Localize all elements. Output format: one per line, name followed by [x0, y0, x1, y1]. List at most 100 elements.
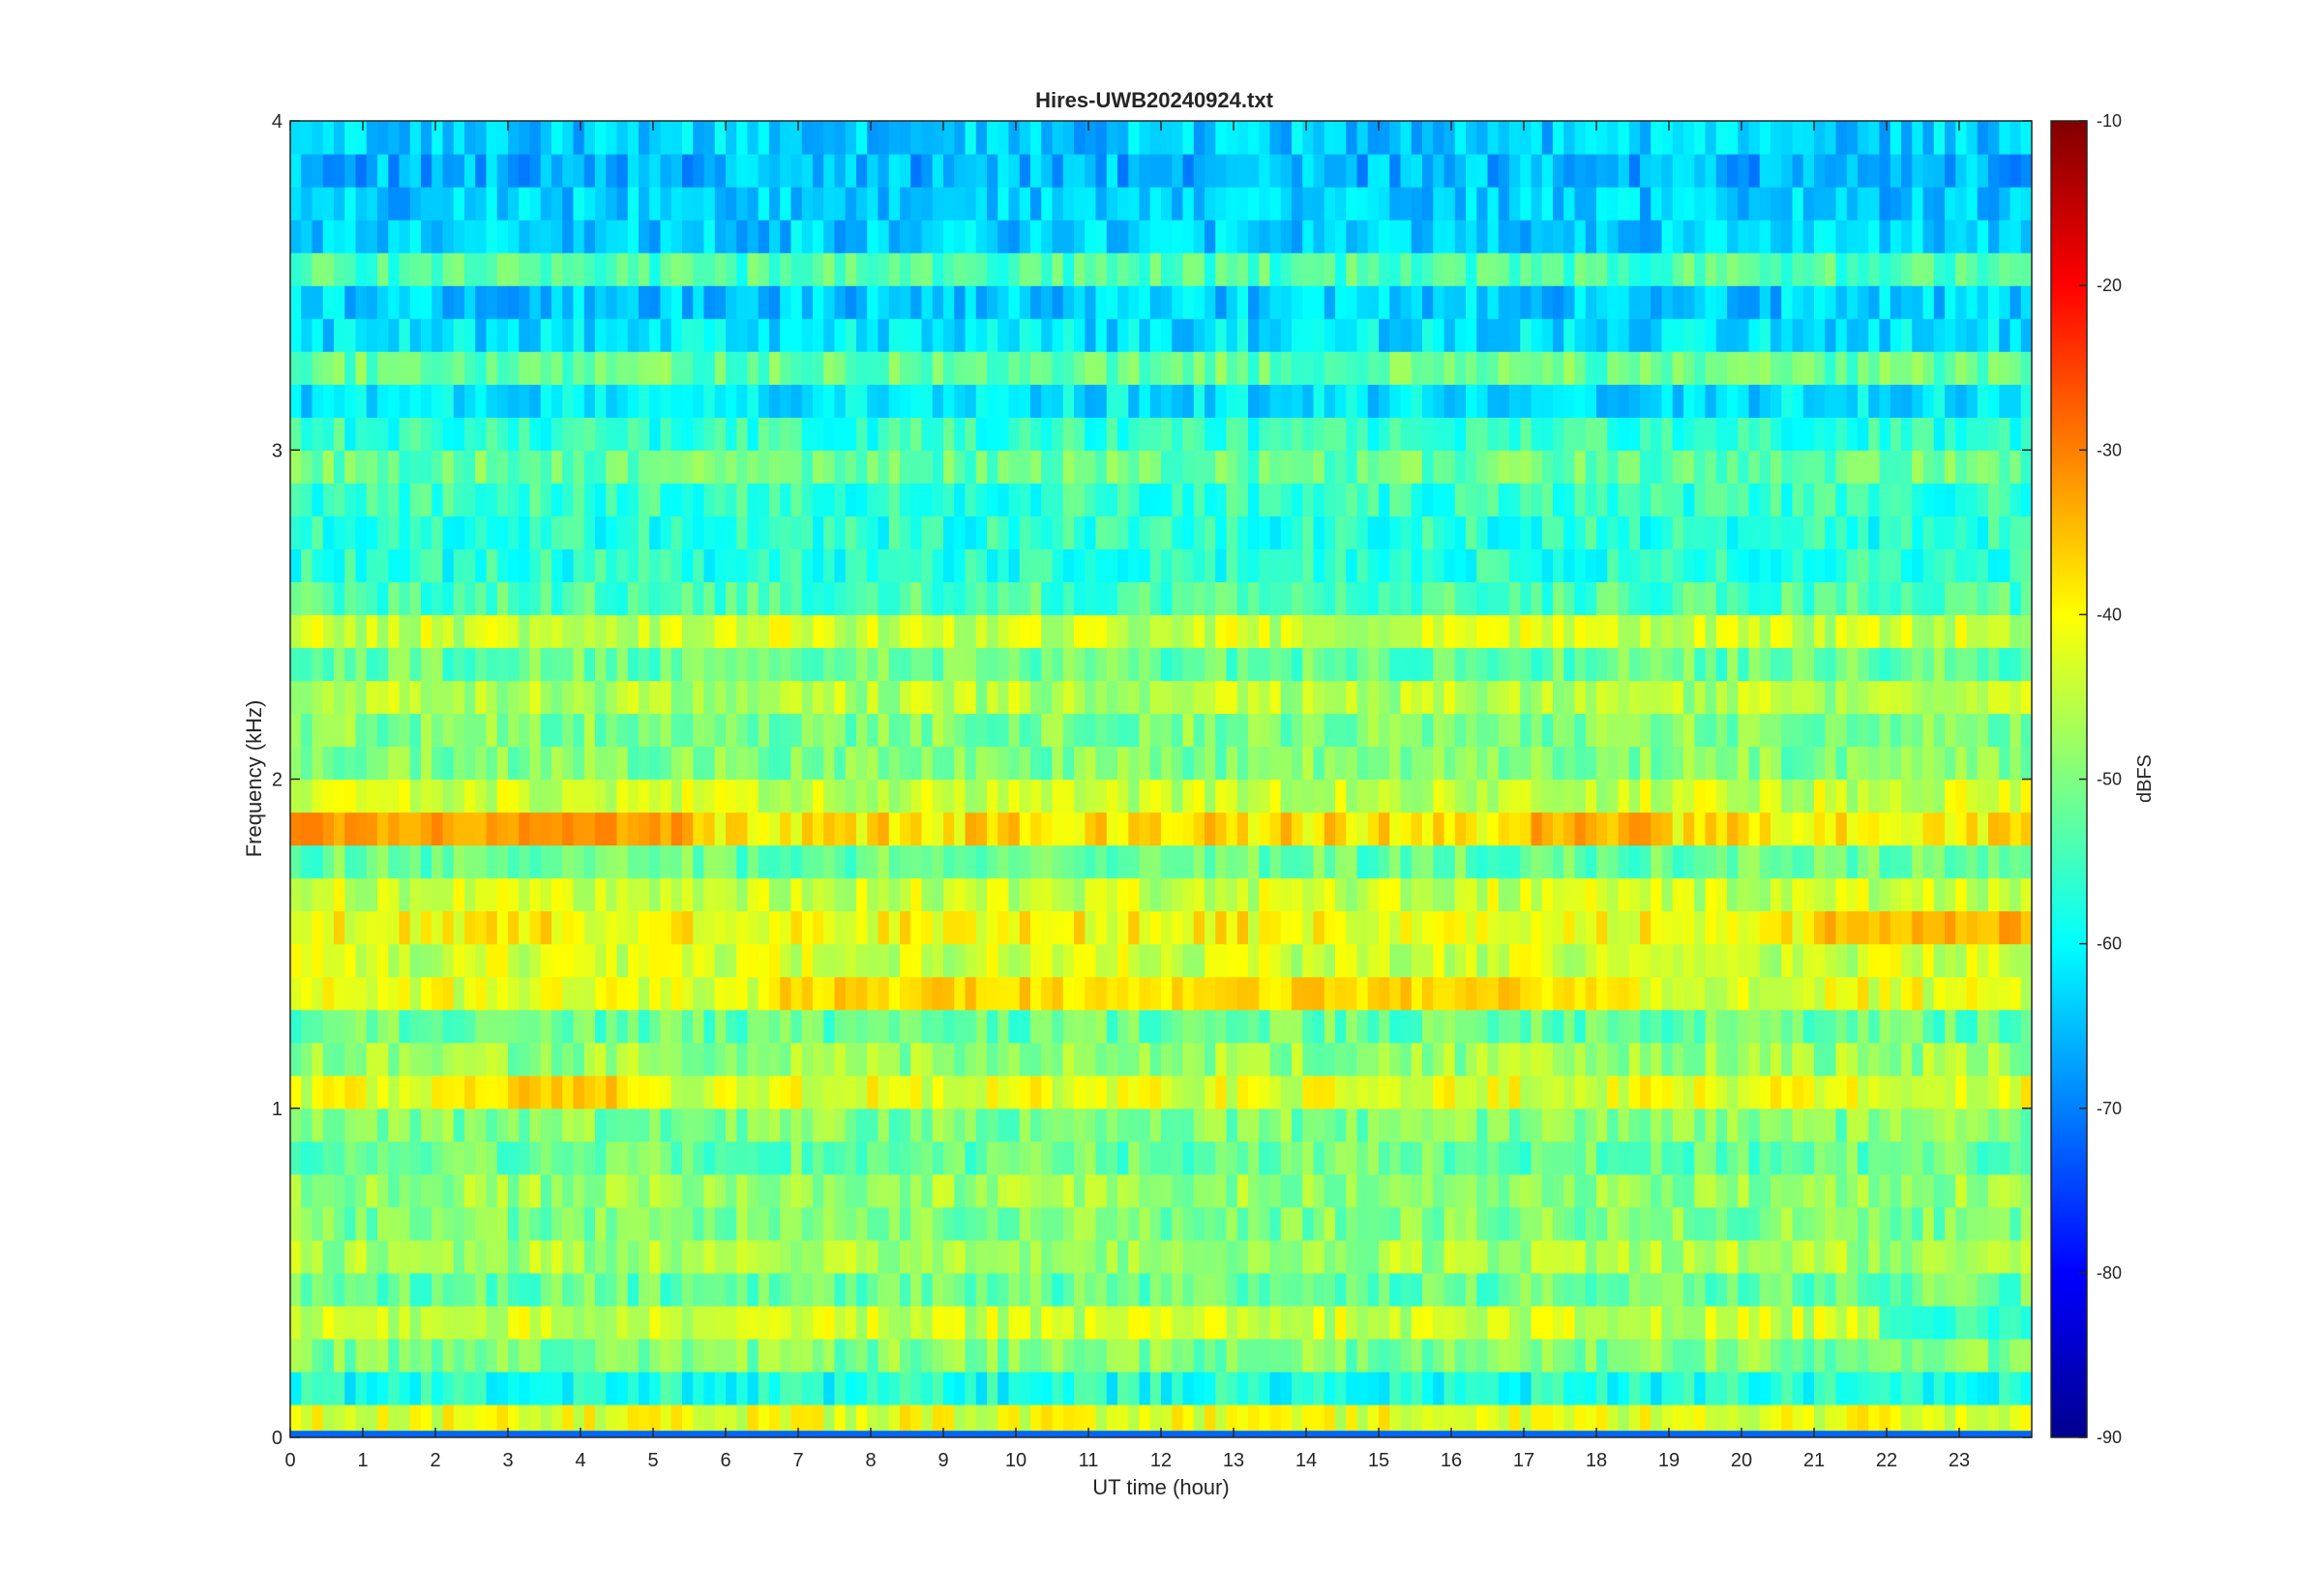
- heatmap-cell: [1672, 1173, 1684, 1208]
- heatmap-cell: [1074, 483, 1086, 517]
- heatmap-cell: [1128, 910, 1141, 945]
- heatmap-cell: [1302, 1206, 1315, 1241]
- heatmap-cell: [1715, 812, 1728, 846]
- heatmap-cell: [1008, 910, 1021, 945]
- heatmap-cell: [1205, 1140, 1216, 1175]
- heatmap-cell: [1498, 1404, 1510, 1437]
- heatmap-cell: [1346, 1206, 1358, 1241]
- heatmap-cell: [1727, 1140, 1739, 1175]
- heatmap-cell: [1292, 581, 1303, 615]
- heatmap-cell: [301, 1108, 313, 1142]
- heatmap-cell: [660, 647, 672, 682]
- heatmap-cell: [1814, 1206, 1826, 1241]
- heatmap-cell: [573, 581, 585, 615]
- heatmap-cell: [1651, 877, 1663, 912]
- heatmap-cell: [1346, 910, 1358, 945]
- heatmap-cell: [1139, 746, 1151, 781]
- heatmap-cell: [997, 1042, 1010, 1077]
- heatmap-cell: [1694, 779, 1707, 813]
- heatmap-cell: [583, 1206, 596, 1241]
- heatmap-cell: [421, 1042, 432, 1077]
- heatmap-cell: [1356, 516, 1369, 549]
- heatmap-cell: [975, 976, 988, 1011]
- heatmap-cell: [312, 713, 324, 748]
- heatmap-cell: [714, 1140, 727, 1175]
- heatmap-cell: [344, 1140, 357, 1175]
- heatmap-cell: [595, 1042, 607, 1077]
- heatmap-cell: [1738, 910, 1750, 945]
- heatmap-cell: [1814, 647, 1826, 682]
- heatmap-cell: [432, 1009, 444, 1044]
- heatmap-cell: [1346, 1173, 1358, 1208]
- heatmap-cell: [551, 450, 563, 484]
- heatmap-cell: [1694, 910, 1707, 945]
- heatmap-cell: [1074, 844, 1086, 879]
- heatmap-cell: [790, 779, 803, 813]
- heatmap-cell: [910, 1371, 923, 1405]
- heatmap-cell: [954, 1371, 967, 1405]
- heatmap-cell: [1541, 516, 1554, 549]
- heatmap-cell: [583, 877, 596, 912]
- heatmap-cell: [823, 812, 836, 846]
- heatmap-cell: [1618, 1075, 1630, 1109]
- heatmap-cell: [1259, 713, 1271, 748]
- heatmap-cell: [997, 450, 1010, 484]
- heatmap-cell: [616, 812, 629, 846]
- heatmap-cell: [399, 910, 411, 945]
- heatmap-cell: [388, 1239, 401, 1274]
- heatmap-cell: [355, 844, 368, 879]
- heatmap-cell: [1977, 713, 1989, 748]
- heatmap-cell: [921, 516, 934, 549]
- heatmap-cell: [519, 548, 531, 582]
- heatmap-cell: [562, 1338, 575, 1373]
- heatmap-cell: [1193, 1009, 1206, 1044]
- heatmap-cell: [1858, 812, 1869, 846]
- heatmap-cell: [1182, 910, 1195, 945]
- heatmap-cell: [1172, 483, 1184, 517]
- heatmap-cell: [1520, 1173, 1533, 1208]
- heatmap-cell: [1030, 877, 1042, 912]
- heatmap-cell: [1705, 417, 1717, 451]
- heatmap-cell: [888, 844, 901, 879]
- heatmap-cell: [1498, 976, 1510, 1011]
- heatmap-cell: [1019, 1404, 1031, 1437]
- heatmap-cell: [1313, 1140, 1325, 1175]
- heatmap-cell: [813, 450, 824, 484]
- heatmap-cell: [1117, 1338, 1129, 1373]
- heatmap-cell: [1487, 1239, 1500, 1274]
- heatmap-cell: [1966, 1042, 1979, 1077]
- heatmap-cell: [867, 1108, 879, 1142]
- heatmap-cell: [736, 746, 749, 781]
- heatmap-cell: [726, 1075, 737, 1109]
- heatmap-cell: [1117, 1009, 1129, 1044]
- heatmap-cell: [540, 943, 552, 978]
- heatmap-cell: [1487, 450, 1500, 484]
- heatmap-cell: [1106, 976, 1118, 1011]
- heatmap-cell: [1628, 976, 1641, 1011]
- heatmap-cell: [1259, 680, 1271, 715]
- heatmap-cell: [932, 647, 944, 682]
- heatmap-cell: [1106, 1042, 1118, 1077]
- heatmap-cell: [2009, 976, 2022, 1011]
- heatmap-cell: [834, 1239, 847, 1274]
- heatmap-cell: [900, 548, 911, 582]
- heatmap-cell: [856, 1075, 868, 1109]
- heatmap-cell: [1879, 1305, 1891, 1340]
- heatmap-cell: [464, 1140, 476, 1175]
- heatmap-cell: [1727, 581, 1739, 615]
- heatmap-cell: [1618, 1272, 1630, 1307]
- heatmap-cell: [1335, 1404, 1347, 1437]
- heatmap-cell: [1553, 1272, 1564, 1307]
- heatmap-cell: [660, 1173, 672, 1208]
- heatmap-cell: [1106, 516, 1118, 549]
- heatmap-cell: [1346, 417, 1358, 451]
- heatmap-cell: [1236, 844, 1249, 879]
- heatmap-cell: [649, 548, 662, 582]
- heatmap-cell: [1400, 844, 1413, 879]
- heatmap-cell: [377, 417, 389, 451]
- heatmap-cell: [409, 450, 422, 484]
- heatmap-cell: [954, 779, 967, 813]
- heatmap-cell: [399, 1173, 411, 1208]
- heatmap-cell: [1585, 1009, 1597, 1044]
